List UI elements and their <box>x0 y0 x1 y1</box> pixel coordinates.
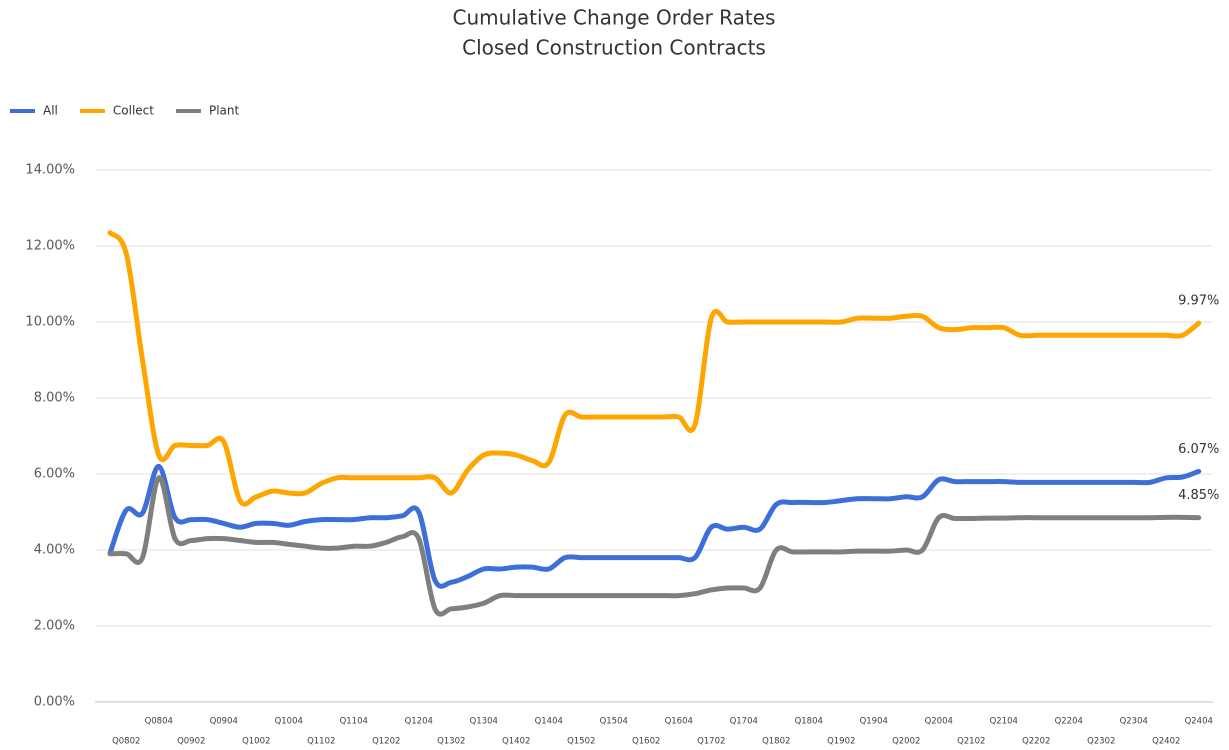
chart-title: Cumulative Change Order Rates <box>453 6 776 30</box>
y-tick-label: 14.00% <box>25 163 75 178</box>
x-tick-label: Q0802 <box>112 737 140 747</box>
legend-label: Collect <box>113 104 154 118</box>
data-label: 4.85% <box>1178 488 1219 503</box>
series-line <box>107 230 1202 507</box>
x-tick-label: Q1804 <box>795 717 823 727</box>
y-tick-label: 10.00% <box>25 315 75 330</box>
data-label: 6.07% <box>1178 442 1219 457</box>
x-tick-label: Q1404 <box>535 717 563 727</box>
x-tick-label: Q0904 <box>210 717 238 727</box>
x-tick-label: Q2102 <box>957 737 985 747</box>
legend-label: All <box>43 104 58 118</box>
x-tick-label: Q1302 <box>437 737 465 747</box>
x-tick-label: Q2402 <box>1152 737 1180 747</box>
x-tick-label: Q1304 <box>470 717 498 727</box>
x-tick-label: Q1402 <box>502 737 530 747</box>
series-line <box>107 463 1202 589</box>
x-tick-label: Q1704 <box>730 717 758 727</box>
x-tick-label: Q1504 <box>600 717 628 727</box>
x-tick-label: Q2004 <box>925 717 953 727</box>
x-tick-label: Q1602 <box>632 737 660 747</box>
x-tick-label: Q1502 <box>567 737 595 747</box>
x-tick-label: Q1104 <box>340 717 368 727</box>
x-tick-label: Q2404 <box>1185 717 1213 727</box>
y-tick-label: 8.00% <box>34 391 75 406</box>
x-tick-label: Q2302 <box>1087 737 1115 747</box>
series-line <box>107 475 1202 617</box>
x-tick-label: Q2204 <box>1055 717 1083 727</box>
x-tick-label: Q2002 <box>892 737 920 747</box>
x-tick-label: Q1002 <box>242 737 270 747</box>
x-tick-label: Q2104 <box>990 717 1018 727</box>
data-label: 9.97% <box>1178 294 1219 309</box>
x-tick-label: Q0804 <box>145 717 173 727</box>
x-tick-label: Q1102 <box>307 737 335 747</box>
x-tick-label: Q1702 <box>697 737 725 747</box>
x-tick-label: Q1604 <box>665 717 693 727</box>
x-tick-label: Q1902 <box>827 737 855 747</box>
x-tick-label: Q1004 <box>275 717 303 727</box>
y-tick-label: 12.00% <box>25 239 75 254</box>
x-tick-label: Q1904 <box>860 717 888 727</box>
x-tick-label: Q1204 <box>405 717 433 727</box>
x-tick-label: Q1802 <box>762 737 790 747</box>
x-tick-label: Q0902 <box>177 737 205 747</box>
y-tick-label: 4.00% <box>34 543 75 558</box>
chart-subtitle: Closed Construction Contracts <box>462 36 766 60</box>
y-tick-label: 0.00% <box>34 695 75 710</box>
x-tick-label: Q2304 <box>1120 717 1148 727</box>
legend-label: Plant <box>209 104 240 118</box>
y-tick-label: 6.00% <box>34 467 75 482</box>
x-tick-label: Q2202 <box>1022 737 1050 747</box>
y-tick-label: 2.00% <box>34 619 75 634</box>
x-tick-label: Q1202 <box>372 737 400 747</box>
